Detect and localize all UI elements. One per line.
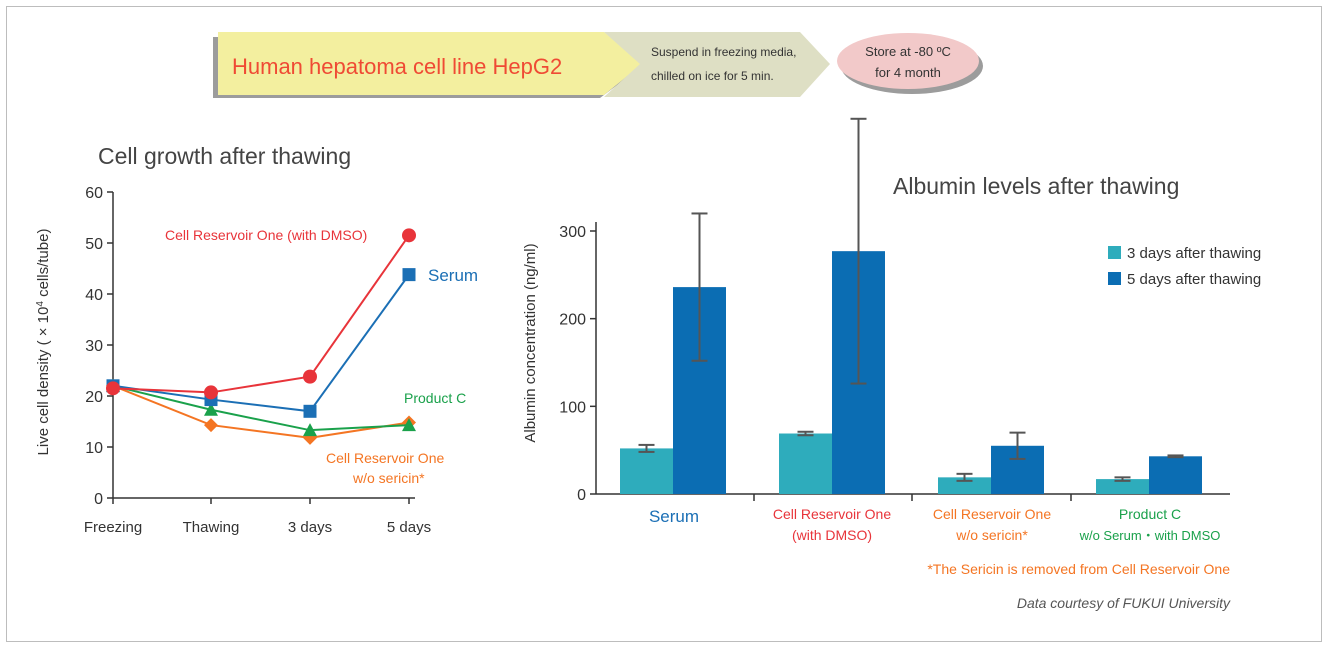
bar-chart-y-ticks: 0 100 200 300 [559,224,1072,504]
series-product-c-point [303,423,317,437]
bar-3days [1096,479,1149,494]
x-group-label-line2: w/o Serum・with DMSO [1079,528,1221,543]
series-serum-point [402,268,416,282]
series-serum-point [303,404,317,418]
x-tick-label: Thawing [183,519,240,536]
y-tick-label: 10 [85,440,103,457]
x-group-label: Cell Reservoir One [933,506,1051,522]
legend-swatch-3days [1108,246,1121,259]
x-tick-label: 5 days [387,519,431,536]
bar-chart-legend: 3 days after thawing 5 days after thawin… [1108,245,1261,288]
bar-3days [620,448,673,494]
bar-chart-title: Albumin levels after thawing [893,173,1179,199]
y-tick-label: 0 [94,491,103,508]
line-chart-series [106,228,416,445]
legend-swatch-5days [1108,272,1121,285]
x-group-label: Serum [649,507,699,526]
banner-step3-shape [837,33,979,89]
series-wo-sericin [106,378,416,445]
series-wo-sericin-point [204,418,218,433]
legend-label-3days: 3 days after thawing [1127,245,1261,262]
bar-3days [779,433,832,494]
banner-step1-text: Human hepatoma cell line HepG2 [232,54,562,79]
series-product-c-point [204,402,218,416]
x-group-label-line2: (with DMSO) [792,527,872,543]
banner-step2-shape [604,32,830,97]
cell-growth-chart: Cell growth after thawing Live cell dens… [35,143,478,536]
x-group-label: Cell Reservoir One [773,506,891,522]
series-dmso-point [402,228,416,243]
series-label-serum: Serum [428,266,478,285]
series-serum-line [112,274,410,413]
line-chart-x-ticks: Freezing Thawing 3 days 5 days [84,498,431,536]
bar-chart-bars [620,117,1202,494]
series-product-c [106,378,416,437]
bar-group [1096,454,1202,494]
y-tick-label: 50 [85,236,103,253]
x-group-label-line2: w/o sericin* [955,527,1028,543]
footnote: *The Sericin is removed from Cell Reserv… [927,561,1230,577]
bar-3days [938,477,991,494]
bar-chart-y-axis-label: Albumin concentration (ng/ml) [522,243,539,442]
y-tick-label: 300 [559,224,586,241]
series-label-wo-sericin-2: w/o sericin* [352,470,425,486]
x-tick-label: Freezing [84,519,142,536]
y-tick-label: 0 [577,487,586,504]
y-tick-label: 20 [85,389,103,406]
y-tick-label: 100 [559,399,586,416]
y-tick-label: 30 [85,338,103,355]
series-label-dmso: Cell Reservoir One (with DMSO) [165,227,367,243]
bar-group [620,212,726,494]
series-product-c-point [402,418,416,432]
albumin-chart: Albumin levels after thawing Albumin con… [522,117,1261,543]
bar-group [779,117,885,494]
bar-chart-x-labels: Serum Cell Reservoir One (with DMSO) Cell R… [649,506,1220,543]
bar-5days [1149,456,1202,494]
y-tick-label: 60 [85,185,103,202]
y-tick-label: 200 [559,312,586,329]
series-dmso-line [112,234,410,394]
series-label-wo-sericin-1: Cell Reservoir One [326,450,444,466]
series-dmso-point [106,381,120,396]
series-dmso-point [204,385,218,400]
protocol-banner: Human hepatoma cell line HepG2 Suspend i… [213,32,983,98]
banner-step3-line2: for 4 month [875,65,941,80]
line-chart-title: Cell growth after thawing [98,143,351,169]
banner-step1-shape [218,32,642,95]
banner-step2-line1: Suspend in freezing media, [651,45,796,59]
legend-label-5days: 5 days after thawing [1127,271,1261,288]
bar-group [938,431,1044,494]
series-product-c-line [112,384,410,432]
data-credit: Data courtesy of FUKUI University [1017,595,1231,611]
figure-frame [6,6,1322,642]
line-chart-y-axis-label: Live cell density ( × 104 cells/tube) [35,229,52,456]
x-tick-label: 3 days [288,519,332,536]
y-tick-label: 40 [85,287,103,304]
series-label-product-c: Product C [404,390,466,406]
line-chart-y-ticks: 0 10 20 30 40 50 60 [85,185,113,508]
x-group-label: Product C [1119,506,1181,522]
series-wo-sericin-line [112,384,410,439]
series-dmso-point [303,369,317,384]
banner-step3-line1: Store at -80 ºC [865,44,951,59]
banner-step2-line2: chilled on ice for 5 min. [651,69,774,83]
series-dmso [106,228,416,400]
